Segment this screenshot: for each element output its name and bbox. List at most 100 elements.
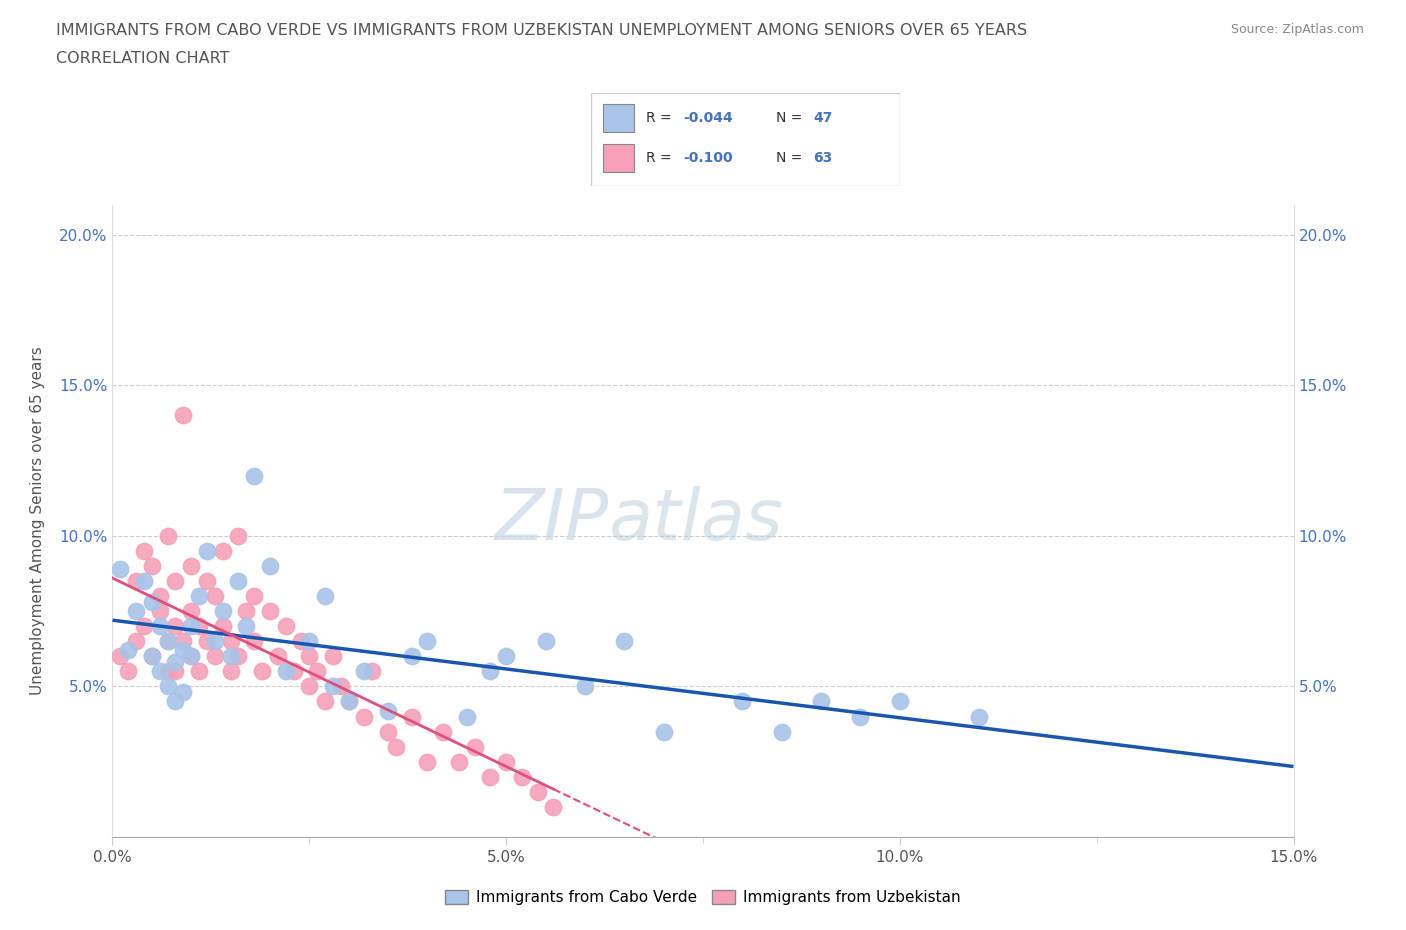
Point <box>165 694 187 709</box>
Point <box>456 709 478 724</box>
Point <box>416 754 439 769</box>
Point <box>401 709 423 724</box>
Point <box>479 664 502 679</box>
Point <box>180 649 202 664</box>
Point <box>235 604 257 618</box>
Point <box>731 694 754 709</box>
Point <box>298 634 321 649</box>
Text: ZIP: ZIP <box>494 486 609 555</box>
Point <box>298 649 321 664</box>
Point <box>211 618 233 633</box>
Point <box>250 664 273 679</box>
Point <box>180 604 202 618</box>
Point <box>314 694 336 709</box>
Point <box>141 649 163 664</box>
Point <box>235 618 257 633</box>
Point <box>526 784 548 799</box>
Text: N =: N = <box>776 151 807 166</box>
Point <box>188 664 211 679</box>
Y-axis label: Unemployment Among Seniors over 65 years: Unemployment Among Seniors over 65 years <box>31 347 45 696</box>
Point <box>156 528 179 543</box>
Point <box>204 649 226 664</box>
Point <box>274 664 297 679</box>
Point <box>385 739 408 754</box>
Text: R =: R = <box>647 111 676 126</box>
Point <box>810 694 832 709</box>
Text: IMMIGRANTS FROM CABO VERDE VS IMMIGRANTS FROM UZBEKISTAN UNEMPLOYMENT AMONG SENI: IMMIGRANTS FROM CABO VERDE VS IMMIGRANTS… <box>56 23 1028 38</box>
Point <box>314 589 336 604</box>
Point <box>219 649 242 664</box>
Point <box>967 709 990 724</box>
Point <box>401 649 423 664</box>
Point <box>243 468 266 483</box>
Text: 63: 63 <box>813 151 832 166</box>
Point <box>849 709 872 724</box>
Point <box>228 574 250 589</box>
Point <box>510 769 533 784</box>
Point <box>132 618 155 633</box>
Point <box>228 649 250 664</box>
Point <box>165 664 187 679</box>
Point <box>132 543 155 558</box>
Point <box>188 618 211 633</box>
Point <box>322 649 344 664</box>
Point <box>125 604 148 618</box>
Point <box>172 634 194 649</box>
Legend: Immigrants from Cabo Verde, Immigrants from Uzbekistan: Immigrants from Cabo Verde, Immigrants f… <box>439 884 967 911</box>
Point <box>889 694 911 709</box>
Point <box>110 649 132 664</box>
Point <box>204 589 226 604</box>
Point <box>195 543 218 558</box>
Point <box>228 528 250 543</box>
Point <box>447 754 470 769</box>
Point <box>211 604 233 618</box>
Point <box>353 664 375 679</box>
Point <box>141 594 163 609</box>
Point <box>149 604 172 618</box>
Point <box>180 618 202 633</box>
Point <box>165 618 187 633</box>
Point <box>337 694 360 709</box>
FancyBboxPatch shape <box>591 93 900 186</box>
Text: -0.100: -0.100 <box>683 151 733 166</box>
Point <box>377 703 399 718</box>
Point <box>274 618 297 633</box>
Point <box>172 408 194 423</box>
Point <box>180 649 202 664</box>
Point <box>479 769 502 784</box>
Text: Source: ZipAtlas.com: Source: ZipAtlas.com <box>1230 23 1364 36</box>
Point <box>613 634 636 649</box>
Point <box>543 800 565 815</box>
Point <box>534 634 557 649</box>
Point <box>195 634 218 649</box>
Point <box>156 634 179 649</box>
Point <box>156 664 179 679</box>
Point <box>149 589 172 604</box>
Point <box>283 664 305 679</box>
Point <box>495 754 517 769</box>
Text: -0.044: -0.044 <box>683 111 733 126</box>
Point <box>259 604 281 618</box>
Point <box>110 562 132 577</box>
Point <box>219 664 242 679</box>
Point <box>353 709 375 724</box>
Point <box>141 649 163 664</box>
Point <box>188 589 211 604</box>
Point <box>259 559 281 574</box>
Point <box>298 679 321 694</box>
Point <box>195 574 218 589</box>
Point <box>243 589 266 604</box>
Text: 47: 47 <box>813 111 832 126</box>
Point <box>770 724 793 739</box>
Point <box>329 679 352 694</box>
Point <box>172 643 194 658</box>
Point <box>219 634 242 649</box>
Point <box>322 679 344 694</box>
Point <box>204 634 226 649</box>
Point <box>141 559 163 574</box>
Point <box>337 694 360 709</box>
Point <box>377 724 399 739</box>
Point <box>495 649 517 664</box>
Point <box>416 634 439 649</box>
Point <box>156 634 179 649</box>
